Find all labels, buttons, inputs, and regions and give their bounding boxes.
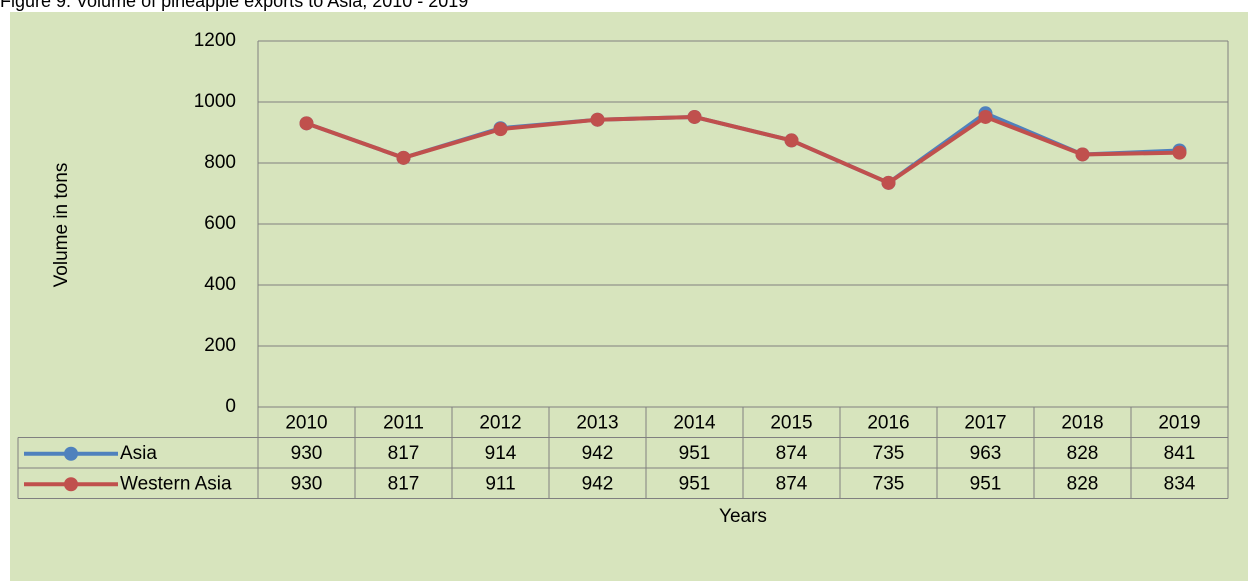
table-value: 834: [1164, 473, 1196, 494]
x-tick-label: 2012: [479, 412, 521, 433]
legend-label: Asia: [120, 443, 157, 464]
point: [784, 133, 799, 148]
y-tick-label: 1200: [194, 30, 236, 51]
y-tick-label: 400: [204, 274, 236, 295]
table-value: 817: [388, 443, 420, 464]
y-axis-label: Volume in tons: [51, 163, 72, 288]
table-value: 951: [679, 473, 711, 494]
table-value: 942: [582, 473, 614, 494]
table-value: 874: [776, 473, 808, 494]
point: [590, 112, 605, 127]
x-tick-label: 2016: [867, 412, 909, 433]
table-value: 951: [970, 473, 1002, 494]
x-tick-label: 2010: [285, 412, 327, 433]
y-tick-label: 1000: [194, 91, 236, 112]
y-tick-label: 200: [204, 335, 236, 356]
table-value: 930: [291, 443, 323, 464]
table-value: 841: [1164, 443, 1196, 464]
x-axis-label: Years: [719, 506, 767, 527]
table-value: 735: [873, 443, 905, 464]
y-tick-label: 600: [204, 213, 236, 234]
legend-marker: [64, 446, 78, 461]
x-tick-label: 2013: [576, 412, 618, 433]
point: [1172, 145, 1187, 160]
x-tick-label: 2014: [673, 412, 716, 433]
point: [1075, 147, 1090, 162]
table-value: 874: [776, 443, 808, 464]
y-tick-label: 0: [225, 396, 236, 417]
x-tick-label: 2017: [964, 412, 1006, 433]
table-value: 963: [970, 443, 1002, 464]
x-tick-label: 2019: [1158, 412, 1200, 433]
table-value: 817: [388, 473, 420, 494]
table-value: 914: [485, 443, 517, 464]
x-tick-label: 2018: [1061, 412, 1103, 433]
table-value: 735: [873, 473, 905, 494]
table-value: 828: [1067, 443, 1099, 464]
point: [881, 175, 896, 190]
legend-marker: [64, 477, 78, 492]
point: [493, 122, 508, 137]
table-value: 828: [1067, 473, 1099, 494]
table-value: 911: [485, 473, 515, 494]
chart-background: [10, 12, 1248, 581]
y-tick-label: 800: [204, 152, 236, 173]
x-tick-label: 2011: [383, 412, 424, 433]
table-value: 942: [582, 443, 614, 464]
point: [687, 109, 702, 124]
point: [299, 116, 314, 131]
x-tick-label: 2015: [770, 412, 812, 433]
legend-label: Western Asia: [120, 473, 232, 494]
point: [978, 109, 993, 124]
chart-title: Figure 9: Volume of pineapple exports to…: [0, 0, 468, 11]
point: [396, 150, 411, 165]
series-line: [305, 114, 1180, 185]
table-value: 930: [291, 473, 323, 494]
table-value: 951: [679, 443, 711, 464]
